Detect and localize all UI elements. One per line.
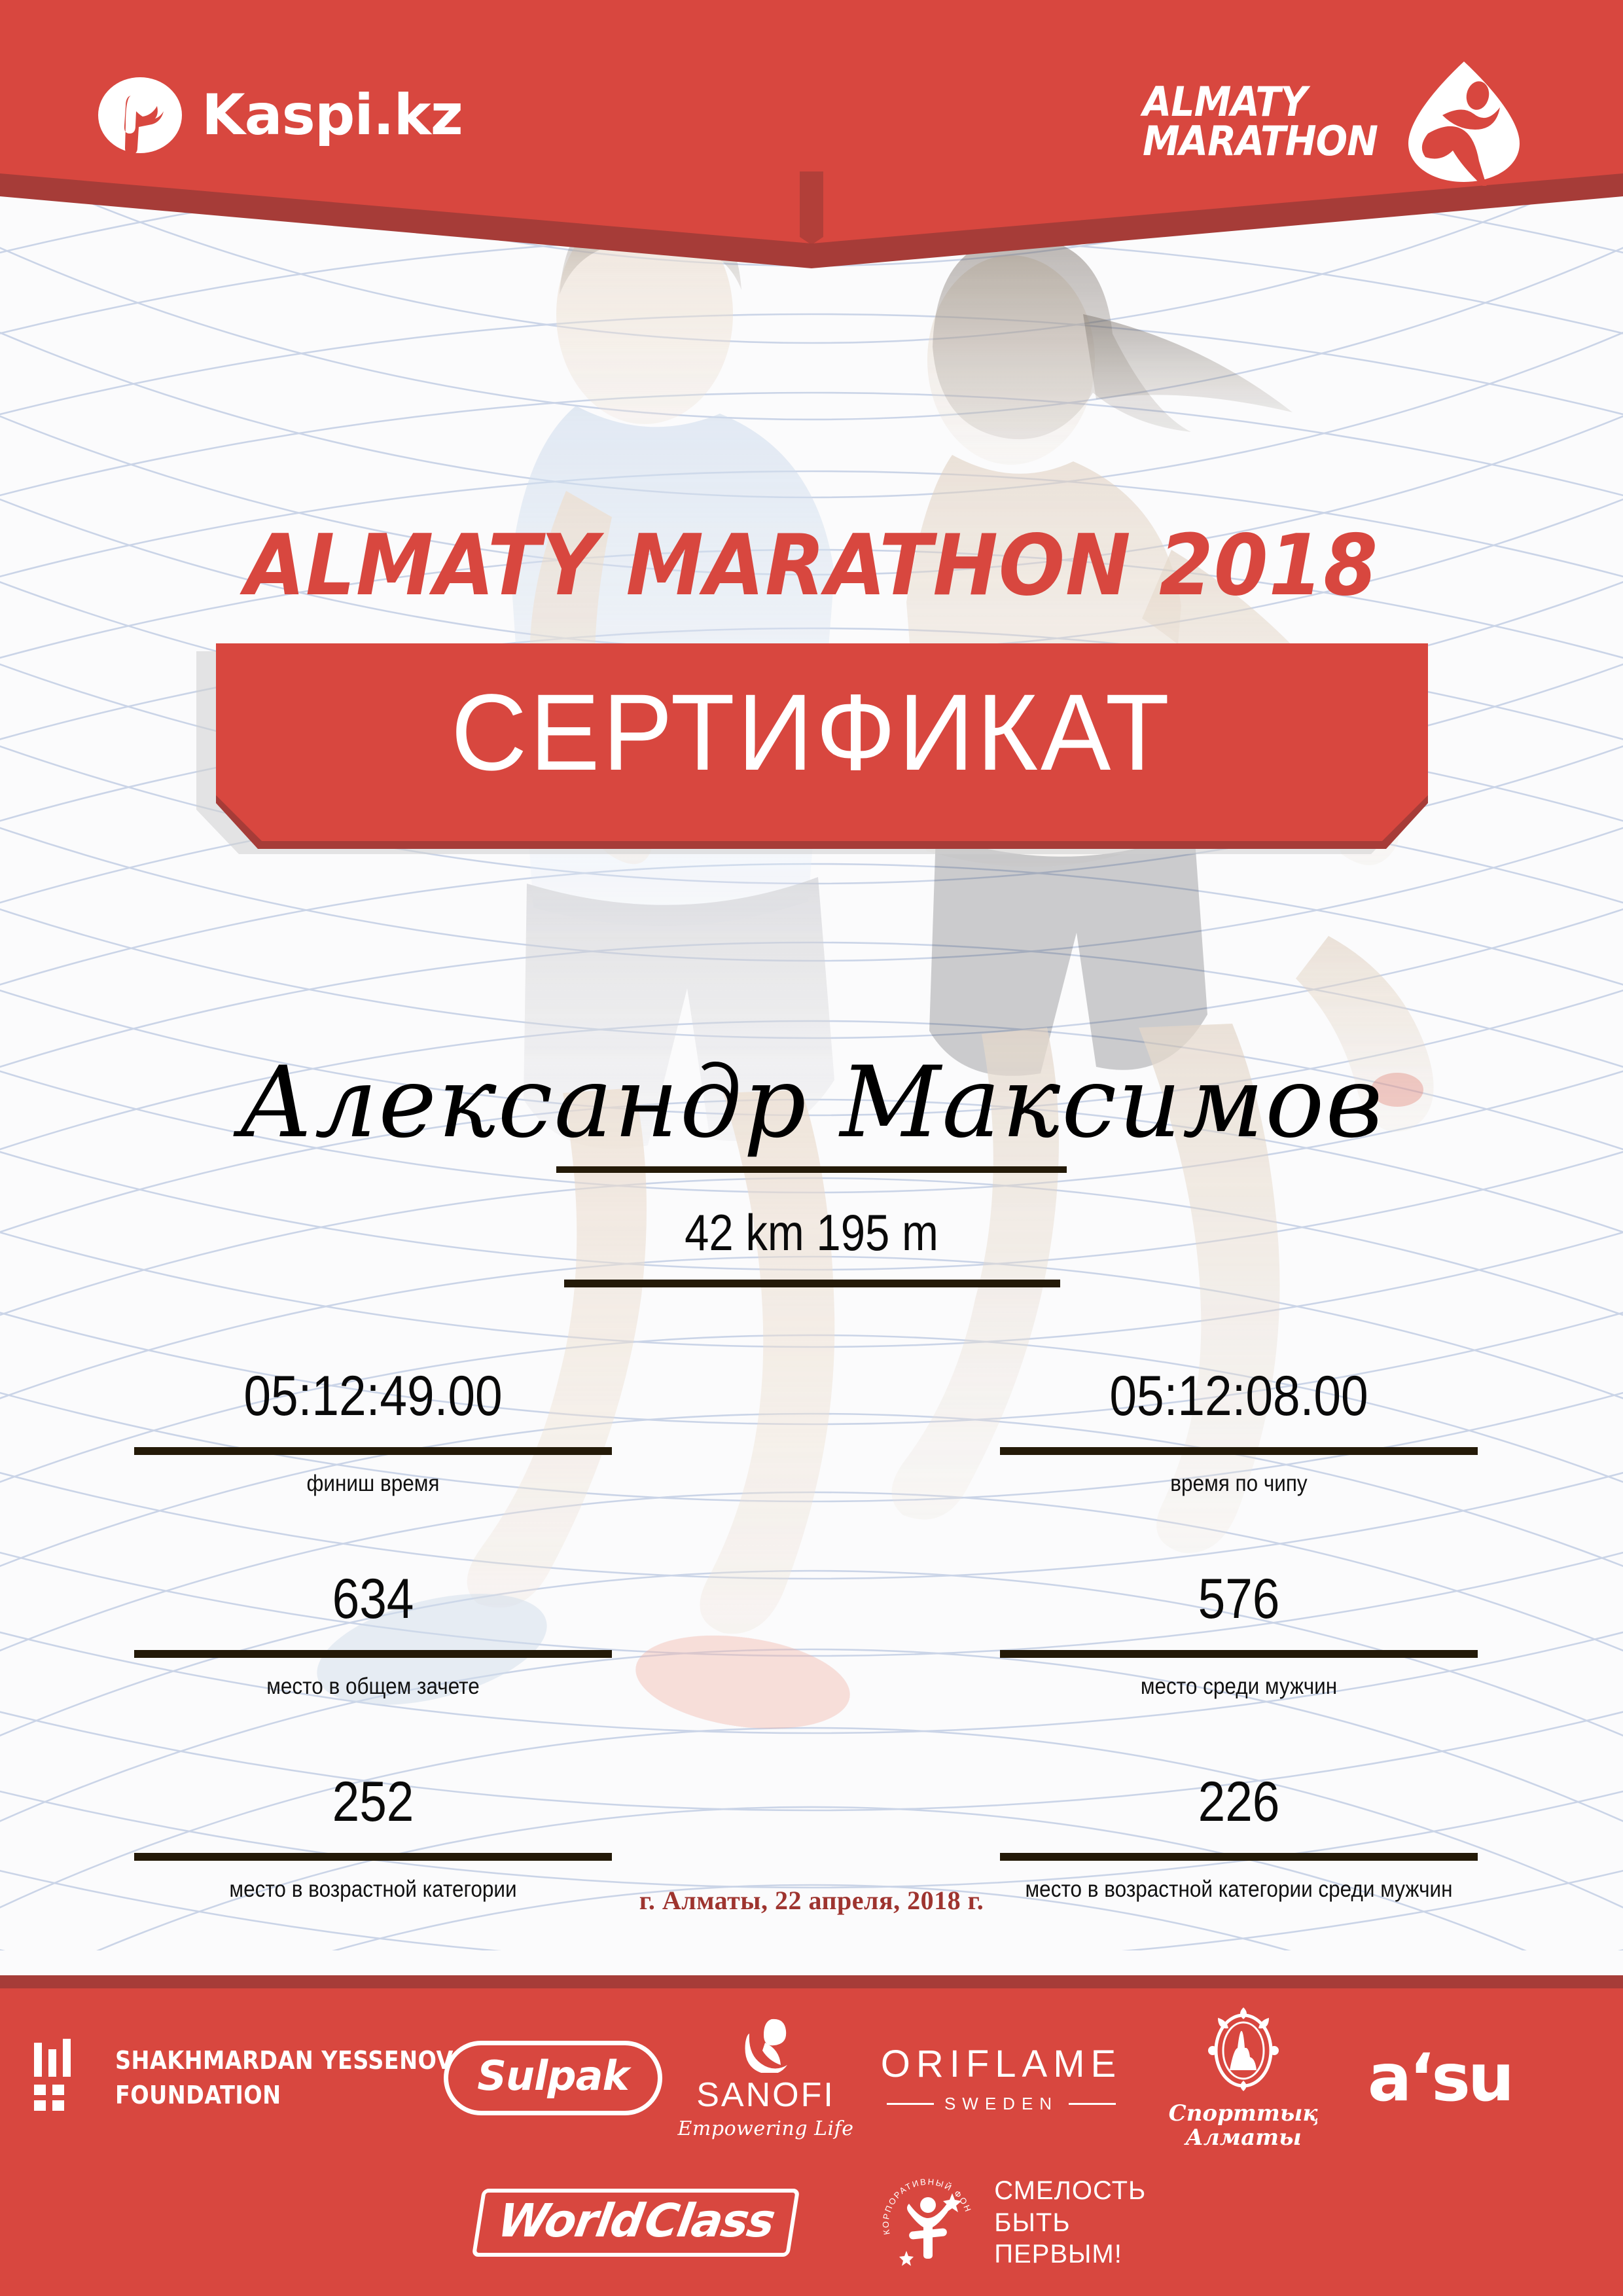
courage-line2: БЫТЬ bbox=[994, 2208, 1071, 2237]
event-title: ALMATY MARATHON 2018 bbox=[244, 517, 1379, 615]
sponsors-footer: SHAKHMARDAN YESSENOV FOUNDATION Sulpak S… bbox=[0, 1975, 1623, 2296]
stat-label: финиш время bbox=[306, 1471, 440, 1497]
yessenov-wordmark: SHAKHMARDAN YESSENOV FOUNDATION bbox=[115, 2043, 454, 2113]
stat-rule bbox=[1000, 1853, 1478, 1861]
certificate-word: СЕРТИФИКАТ bbox=[451, 672, 1172, 793]
courage-fund-wordmark: СМЕЛОСТЬ БЫТЬ ПЕРВЫМ! bbox=[994, 2175, 1146, 2270]
stat-value: 05:12:49.00 bbox=[243, 1365, 503, 1427]
sanofi-wordmark: SANOFI bbox=[696, 2075, 835, 2114]
sport-almaty-line1: Спорттық bbox=[1168, 2100, 1319, 2127]
sponsor-yessenov-foundation: SHAKHMARDAN YESSENOV FOUNDATION bbox=[34, 2039, 454, 2117]
yessenov-line2: FOUNDATION bbox=[115, 2081, 281, 2109]
oriflame-wordmark: ORIFLAME bbox=[880, 2043, 1122, 2085]
stat-age-category-place: 252 место в возрастной категории bbox=[134, 1770, 612, 1903]
distance-rule bbox=[564, 1280, 1060, 1287]
almaty-marathon-runner-icon bbox=[1408, 62, 1520, 186]
sponsor-row-1: SHAKHMARDAN YESSENOV FOUNDATION Sulpak S… bbox=[0, 2003, 1623, 2153]
stat-age-category-men-place: 226 место в возрастной категории среди м… bbox=[1000, 1770, 1478, 1903]
sport-almaty-crest-icon bbox=[1208, 2007, 1279, 2092]
almaty-marathon-wordmark: ALMATY MARATHON bbox=[1142, 78, 1398, 165]
sponsor-world-class: World Class bbox=[471, 2189, 800, 2257]
certificate-banner: СЕРТИФИКАТ bbox=[0, 638, 1623, 854]
kaspi-logo: Kaspi.kz bbox=[97, 72, 463, 158]
stat-chip-time: 05:12:08.00 время по чипу bbox=[1000, 1365, 1478, 1497]
sponsor-sport-almaty: Спорттық Алматы bbox=[1139, 2006, 1348, 2149]
stat-value: 226 bbox=[1198, 1770, 1280, 1833]
sanofi-bird-icon bbox=[745, 2018, 787, 2073]
kaspi-logo-icon bbox=[97, 72, 183, 158]
courage-fund-figure-icon: КОРПОРАТИВНЫЙ ФОНД bbox=[876, 2166, 977, 2272]
stat-finish-time: 05:12:49.00 финиш время bbox=[134, 1365, 612, 1497]
stat-row: 05:12:49.00 финиш время 05:12:08.00 врем… bbox=[0, 1365, 1623, 1568]
sponsor-row-2: World Class КОРПОРАТИВНЫЙ ФОНД bbox=[0, 2164, 1623, 2282]
certificate-date: г. Алматы, 22 апреля, 2018 г. bbox=[639, 1886, 984, 1915]
world-class-word2: Class bbox=[641, 2194, 778, 2248]
sulpak-pill-icon: Sulpak bbox=[444, 2041, 662, 2115]
stat-row: 634 место в общем зачете 576 место среди… bbox=[0, 1568, 1623, 1770]
stats-grid: 05:12:49.00 финиш время 05:12:08.00 врем… bbox=[0, 1365, 1623, 1973]
sponsor-courage-fund: КОРПОРАТИВНЫЙ ФОНД СМЕЛОСТЬ БЫТЬ ПЕРВЫМ! bbox=[876, 2166, 1146, 2272]
header: Kaspi.kz ALMATY MARATHON bbox=[0, 0, 1623, 367]
yessenov-bars-icon bbox=[30, 2039, 93, 2117]
sulpak-wordmark: Sulpak bbox=[477, 2052, 629, 2100]
sport-almaty-line2: Алматы bbox=[1185, 2125, 1302, 2151]
stat-label: место среди мужчин bbox=[1140, 1674, 1338, 1700]
recipient-rule bbox=[556, 1166, 1067, 1173]
kaspi-wordmark: Kaspi.kz bbox=[202, 82, 463, 148]
sponsor-asu: aʻsu bbox=[1348, 2045, 1531, 2111]
stat-rule bbox=[1000, 1447, 1478, 1456]
header-red-chevron-band bbox=[0, 0, 1623, 268]
courage-line3: ПЕРВЫМ! bbox=[994, 2240, 1122, 2269]
almaty-marathon-line2: MARATHON bbox=[1142, 117, 1378, 165]
sport-almaty-wordmark: Спорттық Алматы bbox=[1169, 2102, 1319, 2149]
stat-rule bbox=[134, 1447, 612, 1456]
stat-label: место в общем зачете bbox=[266, 1674, 480, 1700]
stat-label: время по чипу bbox=[1170, 1471, 1308, 1497]
sponsor-sulpak: Sulpak bbox=[438, 2041, 668, 2115]
stat-rule bbox=[1000, 1650, 1478, 1659]
distance-value: 42 km 195 m bbox=[685, 1204, 938, 1261]
oriflame-rule-left bbox=[886, 2103, 934, 2105]
stat-value: 05:12:08.00 bbox=[1109, 1365, 1368, 1427]
sponsor-oriflame: ORIFLAME SWEDEN bbox=[864, 2042, 1139, 2114]
almaty-marathon-line1: ALMATY bbox=[1142, 78, 1308, 126]
oriflame-sweden-rule: SWEDEN bbox=[886, 2094, 1116, 2114]
footer-divider bbox=[0, 1975, 1623, 1988]
stat-value: 576 bbox=[1198, 1568, 1280, 1630]
sponsor-sanofi: SANOFI Empowering Life bbox=[668, 2017, 864, 2140]
stat-overall-place: 634 место в общем зачете bbox=[134, 1568, 612, 1700]
sanofi-tagline: Empowering Life bbox=[677, 2117, 854, 2140]
world-class-box-icon: World Class bbox=[471, 2189, 800, 2257]
stat-rule bbox=[134, 1853, 612, 1861]
stat-row: 252 место в возрастной категории 226 мес… bbox=[0, 1770, 1623, 1973]
world-class-word1: World bbox=[493, 2194, 647, 2248]
oriflame-sweden-label: SWEDEN bbox=[944, 2094, 1059, 2113]
stat-rule bbox=[134, 1650, 612, 1659]
oriflame-rule-right bbox=[1069, 2103, 1116, 2105]
recipient-name: Александр Максимов bbox=[239, 1046, 1384, 1160]
stat-value: 634 bbox=[332, 1568, 414, 1630]
asu-wordmark-icon: aʻsu bbox=[1367, 2039, 1514, 2116]
yessenov-line1: SHAKHMARDAN YESSENOV bbox=[115, 2045, 454, 2075]
stat-men-place: 576 место среди мужчин bbox=[1000, 1568, 1478, 1700]
almaty-marathon-logo: ALMATY MARATHON bbox=[1143, 58, 1524, 186]
stat-value: 252 bbox=[332, 1770, 414, 1833]
courage-line1: СМЕЛОСТЬ bbox=[994, 2176, 1147, 2205]
